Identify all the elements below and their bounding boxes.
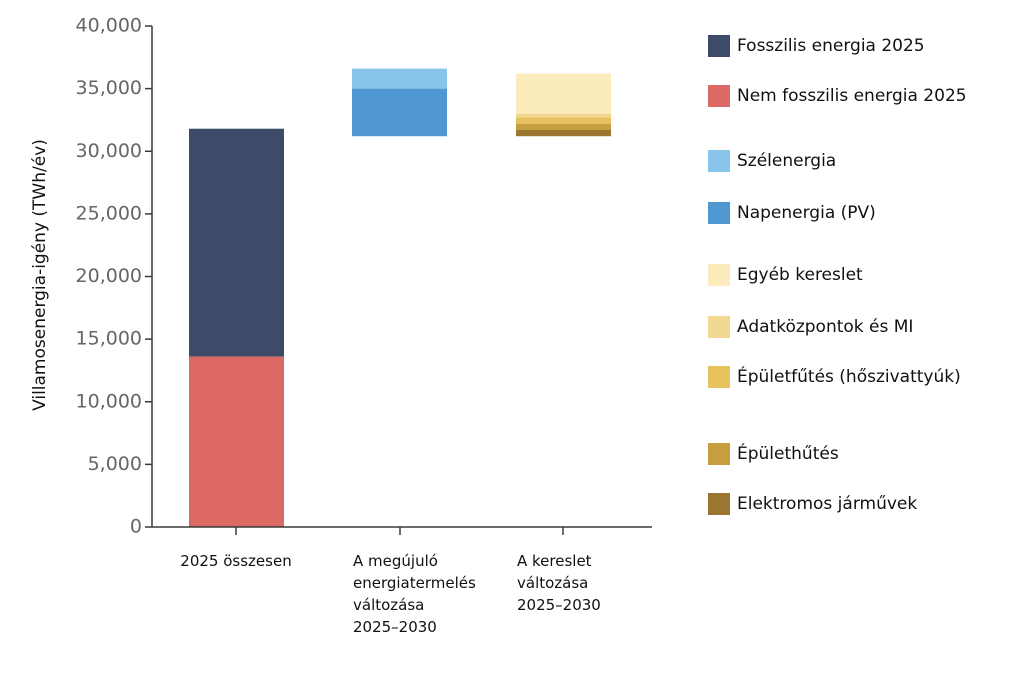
legend-item: Szélenergia — [708, 150, 836, 172]
x-category-label: A kereslet — [517, 552, 592, 570]
y-tick-label: 5,000 — [88, 453, 142, 475]
y-tick-label: 20,000 — [76, 265, 142, 287]
legend-swatch — [708, 366, 730, 388]
legend-item: Épülethűtés — [708, 443, 839, 465]
y-tick-label: 25,000 — [76, 202, 142, 224]
legend-label: Adatközpontok és MI — [737, 317, 914, 337]
legend-swatch — [708, 35, 730, 57]
x-category-label: 2025 összesen — [180, 552, 291, 570]
legend-label: Épülethűtés — [737, 444, 839, 464]
legend-label: Napenergia (PV) — [737, 203, 876, 223]
y-tick-label: 35,000 — [76, 77, 142, 99]
x-category-label: 2025–2030 — [353, 618, 437, 636]
y-tick-label: 40,000 — [76, 15, 142, 37]
legend-item: Nem fosszilis energia 2025 — [708, 85, 967, 107]
legend-label: Fosszilis energia 2025 — [737, 36, 925, 56]
legend-item: Épületfűtés (hőszivattyúk) — [708, 366, 961, 388]
y-axis-title: Villamosenergia-igény (TWh/év) — [30, 139, 50, 411]
x-axis-ticks — [235, 527, 564, 535]
legend-label: Egyéb kereslet — [737, 265, 863, 285]
bar-segment — [516, 113, 611, 118]
legend-label: Épületfűtés (hőszivattyúk) — [737, 367, 961, 387]
bar-segment — [516, 129, 611, 137]
legend-item: Adatközpontok és MI — [708, 316, 913, 338]
legend-swatch — [708, 202, 730, 224]
bar-segment — [516, 73, 611, 114]
bar-segment — [189, 128, 284, 357]
y-tick-label: 0 — [130, 516, 142, 538]
y-tick-label: 15,000 — [76, 328, 142, 350]
bar-segment — [352, 88, 447, 137]
legend-item: Elektromos járművek — [708, 493, 917, 515]
legend-item: Napenergia (PV) — [708, 202, 876, 224]
legend-swatch — [708, 264, 730, 286]
legend-swatch — [708, 316, 730, 338]
x-category-label: A megújuló — [353, 552, 438, 570]
y-tick-label: 30,000 — [76, 140, 142, 162]
legend-label: Elektromos járművek — [737, 494, 918, 514]
bar-segment — [516, 117, 611, 124]
legend-swatch — [708, 85, 730, 107]
x-category-label: 2025–2030 — [517, 596, 601, 614]
legend-label: Szélenergia — [737, 151, 837, 171]
legend-item: Fosszilis energia 2025 — [708, 35, 925, 57]
bars — [189, 68, 611, 527]
bar-segment — [352, 68, 447, 89]
x-category-label: energiatermelés — [353, 574, 476, 592]
x-axis-categories: 2025 összesen A megújuló energiatermelés vá… — [180, 552, 601, 636]
y-axis-ticks: 0 5,000 10,000 15,000 20,000 25,000 30,000 35,0… — [76, 15, 152, 538]
legend-swatch — [708, 493, 730, 515]
legend-swatch — [708, 150, 730, 172]
y-tick-label: 10,000 — [76, 390, 142, 412]
legend-label: Nem fosszilis energia 2025 — [737, 86, 967, 106]
legend-swatch — [708, 443, 730, 465]
x-category-label: változása — [353, 596, 424, 614]
legend-item: Egyéb kereslet — [708, 264, 863, 286]
x-category-label: változása — [517, 574, 588, 592]
bar-segment — [516, 123, 611, 130]
bar-segment — [189, 356, 284, 527]
